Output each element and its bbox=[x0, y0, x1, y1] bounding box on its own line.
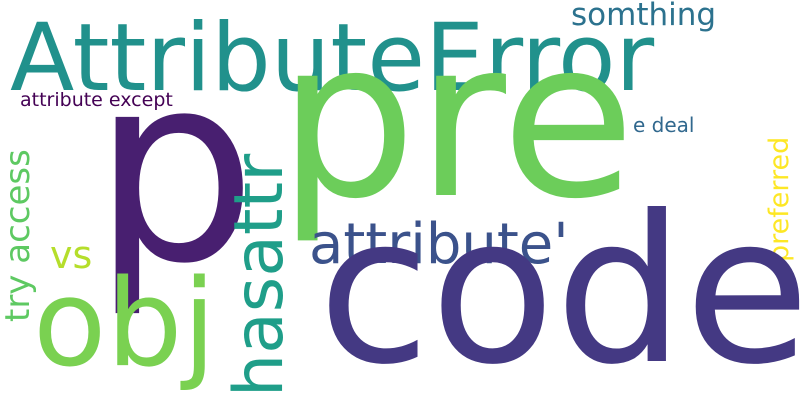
word-obj: obj bbox=[33, 265, 216, 385]
word-e-deal: e deal bbox=[633, 115, 694, 135]
word-hasattr: hasattr bbox=[226, 154, 294, 397]
word-try-access: try access bbox=[1, 149, 35, 322]
word-code: code bbox=[318, 190, 800, 394]
